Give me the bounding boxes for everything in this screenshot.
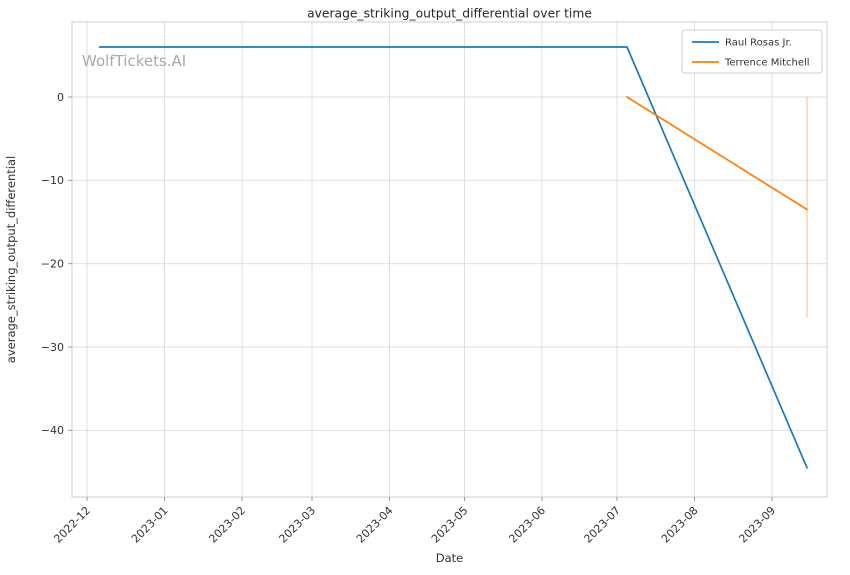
legend-label-0: Raul Rosas Jr.	[725, 38, 792, 49]
y-tick-label: −10	[41, 174, 64, 187]
watermark-text: WolfTickets.AI	[82, 52, 186, 70]
plot-area	[72, 22, 827, 497]
plot-border	[71, 21, 828, 498]
grid	[72, 22, 827, 497]
y-tick-label: −20	[41, 257, 64, 270]
x-axis-label: Date	[436, 551, 464, 565]
chart-title: average_striking_output_differential ove…	[307, 7, 592, 21]
y-tick-label: −40	[41, 424, 64, 437]
y-tick-label: −30	[41, 341, 64, 354]
y-axis-label: average_striking_output_differential	[4, 156, 18, 363]
series-line-0	[98, 46, 808, 469]
y-tick-label: 0	[57, 91, 64, 104]
y-axis: 0 −10 −20 −30 −40	[41, 91, 72, 437]
legend: Raul Rosas Jr. Terrence Mitchell	[681, 29, 823, 74]
series-line-1	[626, 96, 808, 211]
legend-label-1: Terrence Mitchell	[724, 58, 810, 69]
